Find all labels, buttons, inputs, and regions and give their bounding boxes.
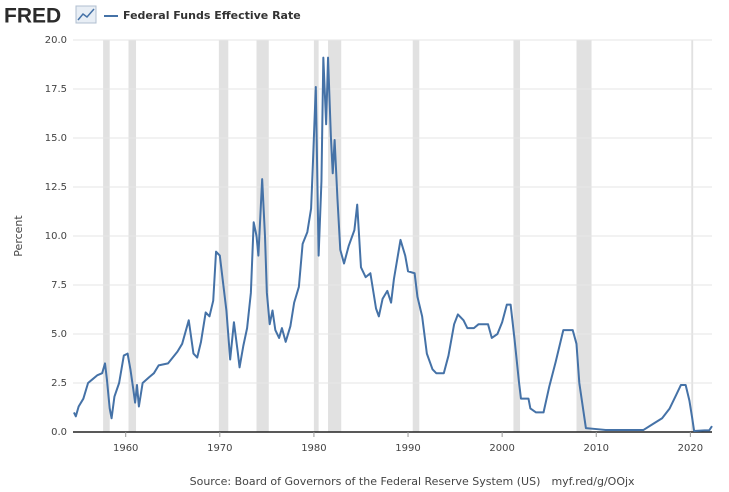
x-tick-label: 1980 <box>301 443 326 454</box>
source: Source: Board of Governors of the Federa… <box>190 475 541 488</box>
series-line <box>73 56 713 433</box>
y-tick-label: 7.5 <box>51 280 67 291</box>
x-tick-label: 1960 <box>113 443 138 454</box>
y-tick-label: 0.0 <box>51 427 67 438</box>
y-tick-label: 2.5 <box>51 378 67 389</box>
y-axis-label: Percent <box>12 215 25 257</box>
logo-icon <box>75 5 97 24</box>
y-tick-label: 12.5 <box>45 182 67 193</box>
x-tick-label: 2000 <box>489 443 514 454</box>
x-tick-label: 2020 <box>678 443 703 454</box>
logo: FRED <box>4 5 61 28</box>
y-tick-label: 17.5 <box>45 84 67 95</box>
y-tick-label: 5.0 <box>51 329 67 340</box>
y-tick-label: 10.0 <box>45 231 67 242</box>
x-tick-label: 1970 <box>207 443 232 454</box>
x-tick-label: 1990 <box>395 443 420 454</box>
x-tick-label: 2010 <box>584 443 609 454</box>
link: myf.red/g/OOjx <box>551 475 635 488</box>
y-tick-label: 20.0 <box>45 35 67 46</box>
y-tick-label: 15.0 <box>45 133 67 144</box>
legend-label: Federal Funds Effective Rate <box>123 9 301 22</box>
